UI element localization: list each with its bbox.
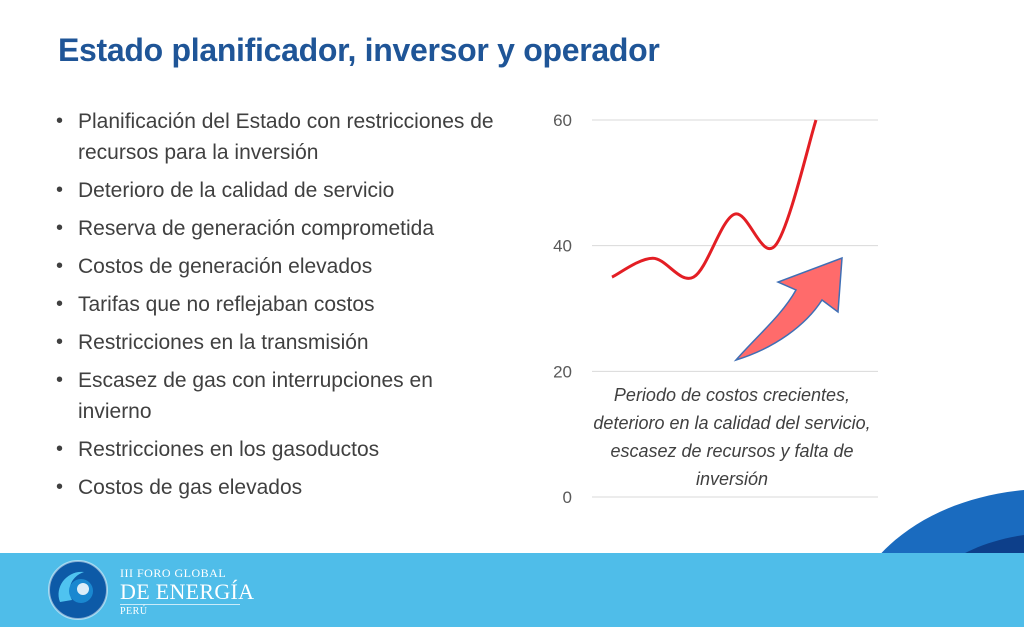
footer-bar [0, 553, 1024, 627]
bullet-item: Costos de generación elevados [52, 251, 502, 282]
logo-line-2: DE ENERGÍA [120, 579, 255, 604]
chart-annotation: Periodo de costos crecientes, deterioro … [593, 385, 871, 489]
bullet-item: Escasez de gas con interrupciones en inv… [52, 365, 502, 427]
bullet-list: Planificación del Estado con restriccion… [52, 106, 502, 510]
bullet-item: Restricciones en los gasoductos [52, 434, 502, 465]
y-tick-label: 20 [553, 362, 572, 381]
trend-arrow-icon [733, 256, 843, 362]
line-chart: 0 20 40 60 [553, 111, 878, 507]
page-title: Estado planificador, inversor y operador [58, 32, 660, 68]
forum-logo-text: III FORO GLOBAL DE ENERGÍA PERÚ [120, 566, 254, 618]
series-line [611, 119, 818, 280]
forum-logo-icon [48, 560, 108, 620]
y-tick-label: 0 [563, 488, 572, 507]
bullet-item: Tarifas que no reflejaban costos [52, 289, 502, 320]
y-tick-label: 60 [553, 111, 572, 130]
bullet-item: Planificación del Estado con restriccion… [52, 106, 502, 168]
logo-line-3: PERÚ [120, 604, 240, 618]
bullet-item: Costos de gas elevados [52, 472, 502, 503]
bullet-item: Reserva de generación comprometida [52, 213, 502, 244]
y-tick-label: 40 [553, 237, 572, 256]
bullet-item: Restricciones en la transmisión [52, 327, 502, 358]
bullet-item: Deterioro de la calidad de servicio [52, 175, 502, 206]
logo-line-1: III FORO GLOBAL [120, 566, 227, 580]
